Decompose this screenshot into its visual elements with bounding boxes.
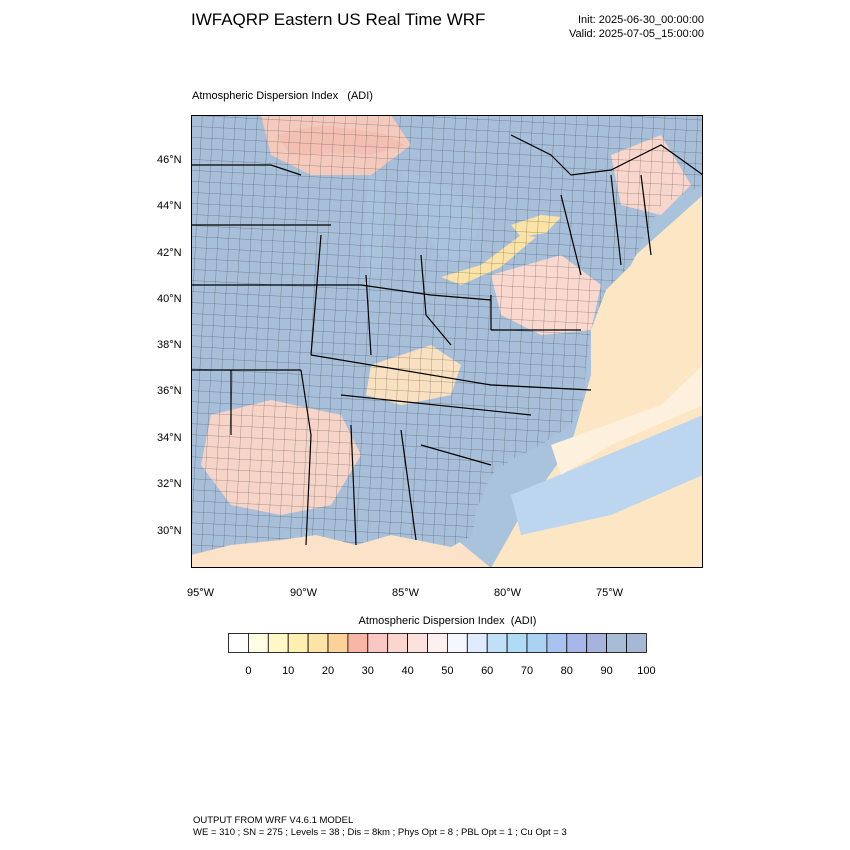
run-times: Init: 2025-06-30_00:00:00 Valid: 2025-07… <box>569 13 704 41</box>
atlantic-light-field <box>551 365 703 475</box>
colorbar-box <box>427 633 448 653</box>
colorbar-box <box>446 633 468 653</box>
colorbar-tick-label: 0 <box>245 665 251 677</box>
map-border <box>191 115 703 568</box>
adi-map <box>191 115 703 568</box>
colorbar-box <box>267 633 289 653</box>
footer-config-line: WE = 310 ; SN = 275 ; Levels = 38 ; Dis … <box>193 827 567 838</box>
colorbar-box <box>247 633 269 653</box>
colorbar-tick-label: 70 <box>521 665 533 677</box>
lat-tick-label: 36°N <box>157 385 182 397</box>
colorbar-box <box>606 633 627 653</box>
state-borders <box>191 134 703 546</box>
lon-tick-label: 75°W <box>596 587 624 599</box>
colorbar-box <box>526 633 548 653</box>
lon-tick-label: 90°W <box>290 587 318 599</box>
colorbar-tick-label: 60 <box>481 665 493 677</box>
colorbar-tick-label: 40 <box>401 665 413 677</box>
lon-tick-label: 80°W <box>494 587 522 599</box>
colorbar-tick-label: 20 <box>322 665 334 677</box>
colorbar-box <box>228 633 249 653</box>
colorbar-title: Atmospheric Dispersion Index (ADI) <box>358 615 537 627</box>
lon-tick-label: 85°W <box>392 587 420 599</box>
colorbar-box <box>387 633 408 653</box>
colorbar-tick-label: 50 <box>441 665 453 677</box>
colorbar: 0 10 20 30 40 50 60 70 80 90 100 <box>228 633 656 677</box>
lat-tick-label: 34°N <box>157 432 182 444</box>
colorbar-box <box>566 633 588 653</box>
lat-tick-label: 38°N <box>157 339 182 351</box>
colorbar-tick-label: 10 <box>282 665 294 677</box>
panel-title: Atmospheric Dispersion Index (ADI) <box>192 90 373 102</box>
colorbar-tick-label: 90 <box>600 665 612 677</box>
colorbar-box <box>546 633 568 653</box>
colorbar-box <box>466 633 488 653</box>
lon-tick-label: 95°W <box>187 587 215 599</box>
colorbar-box <box>307 633 329 653</box>
lat-tick-label: 42°N <box>157 247 182 259</box>
colorbar-tick-label: 30 <box>362 665 374 677</box>
model-footer: OUTPUT FROM WRF V4.6.1 MODEL WE = 310 ; … <box>193 815 567 839</box>
lat-tick-label: 32°N <box>157 478 182 490</box>
lat-tick-label: 30°N <box>157 525 182 537</box>
colorbar-tick-label: 100 <box>637 665 655 677</box>
colorbar-box <box>347 633 369 653</box>
colorbar-tick-label: 80 <box>561 665 573 677</box>
colorbar-box <box>486 633 508 653</box>
colorbar-box <box>407 633 428 653</box>
valid-time: Valid: 2025-07-05_15:00:00 <box>569 28 704 40</box>
colorbar-box <box>367 633 389 653</box>
colorbar-box <box>327 633 349 653</box>
lat-tick-label: 40°N <box>157 293 182 305</box>
colorbar-box <box>506 633 528 653</box>
colorbar-box <box>287 633 309 653</box>
lat-tick-label: 44°N <box>157 200 182 212</box>
colorbar-box <box>626 633 647 653</box>
lat-tick-label: 46°N <box>157 154 182 166</box>
page-title: IWFAQRP Eastern US Real Time WRF <box>191 10 486 29</box>
colorbar-box <box>586 633 608 653</box>
footer-model-line: OUTPUT FROM WRF V4.6.1 MODEL <box>193 815 354 826</box>
init-time: Init: 2025-06-30_00:00:00 <box>578 14 704 26</box>
atlantic-cool-field <box>511 415 703 535</box>
